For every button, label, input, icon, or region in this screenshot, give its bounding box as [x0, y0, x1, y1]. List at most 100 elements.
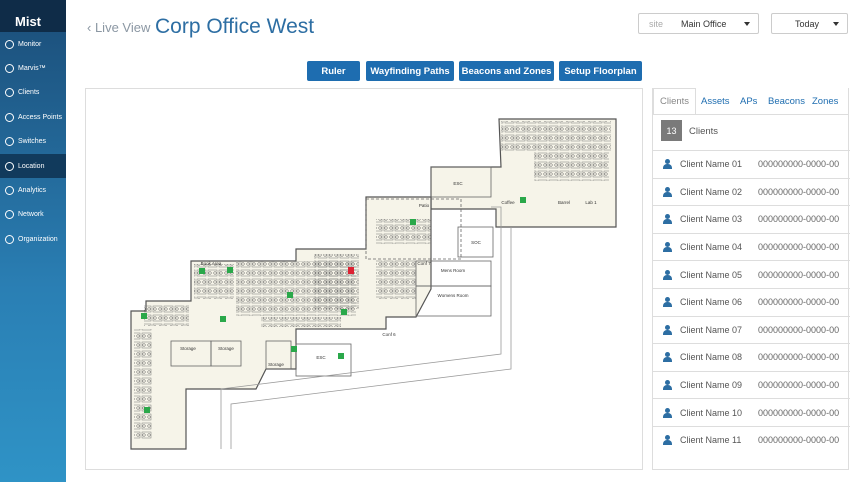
side-panel: Clients Assets APs Beacons Zones 13 Clients …	[652, 88, 850, 470]
nav-label[interactable]: Analytics	[18, 187, 47, 195]
toolbar-button[interactable]: Ruler	[307, 61, 360, 81]
page-title: Corp Office West	[155, 15, 315, 38]
client-icon	[663, 242, 672, 253]
room-label: Conf 6	[382, 332, 396, 337]
client-id: 000000000-0000-00	[758, 159, 840, 170]
room-label: ESC	[453, 181, 463, 186]
nav-item[interactable]: Network	[0, 203, 66, 227]
rooms	[170, 166, 512, 449]
nav-label[interactable]: Monitor	[18, 40, 42, 48]
nav-label[interactable]: Organization	[18, 235, 58, 243]
room-label: Storage	[180, 346, 196, 351]
client-row[interactable]: Client Name 01 000000000-0000-00	[653, 150, 850, 178]
nav-label[interactable]: Switches	[18, 138, 47, 146]
room-label: Womens Room	[438, 293, 469, 298]
room-label: Coffee	[501, 200, 515, 205]
back-label[interactable]: Live View	[94, 20, 151, 35]
toolbar-button[interactable]: Wayfinding Paths	[366, 61, 454, 81]
room-label: Lab 1	[585, 200, 597, 205]
icon-head	[665, 159, 670, 165]
tab[interactable]: Beacons	[768, 95, 805, 107]
nav-label[interactable]: Access Points	[18, 113, 62, 121]
tab[interactable]: Zones	[812, 95, 839, 107]
client-name[interactable]: Client Name 06	[680, 297, 743, 308]
toolbar-button[interactable]: Setup Floorplan	[559, 61, 642, 81]
client-row[interactable]: Client Name 02 000000000-0000-00	[653, 177, 850, 206]
back-link[interactable]: ‹ Live View	[87, 20, 151, 35]
nav-icon	[5, 210, 14, 220]
client-name[interactable]: Client Name 10	[680, 407, 743, 418]
nav-icon	[5, 88, 14, 98]
nav-item[interactable]: Access Points	[0, 105, 66, 129]
icon-body	[663, 329, 672, 335]
site-dropdown[interactable]: site Main Office	[638, 13, 759, 34]
nav-label[interactable]: Network	[18, 211, 44, 219]
client-name[interactable]: Client Name 11	[680, 435, 742, 446]
date-dropdown[interactable]: Today	[771, 13, 848, 34]
room-label: Patio	[419, 203, 430, 208]
client-icon	[663, 186, 672, 197]
icon-body	[663, 385, 672, 391]
toolbar-button[interactable]: Beacons and Zones	[459, 61, 554, 81]
icon-head	[665, 380, 670, 386]
client-icon	[663, 407, 672, 418]
tab[interactable]: Clients	[653, 88, 697, 114]
client-row[interactable]: Client Name 04 000000000-0000-00	[653, 232, 850, 261]
nav-icon	[5, 161, 14, 171]
client-row[interactable]: Client Name 03 000000000-0000-00	[653, 205, 850, 233]
client-row[interactable]: Client Name 07 000000000-0000-00	[653, 315, 850, 344]
client-name[interactable]: Client Name 05	[680, 269, 743, 280]
room-label: Book Area	[201, 261, 222, 266]
tab-divider	[653, 114, 848, 115]
client-row[interactable]: Client Name 11 000000000-0000-00	[653, 426, 850, 454]
client-icon	[663, 269, 672, 280]
client-name[interactable]: Client Name 09	[680, 380, 743, 391]
logo: Mist	[0, 0, 66, 32]
client-icon	[663, 214, 672, 225]
tab[interactable]: APs	[740, 95, 758, 107]
client-name[interactable]: Client Name 04	[680, 242, 743, 253]
nav-item[interactable]: Marvis™	[0, 56, 66, 80]
icon-head	[665, 186, 670, 192]
client-name[interactable]: Client Name 01	[680, 159, 743, 170]
client-row[interactable]: Client Name 08 000000000-0000-00	[653, 343, 850, 371]
ap-markers	[141, 197, 526, 413]
room-label: Storage	[218, 346, 234, 351]
client-row[interactable]: Client Name 09 000000000-0000-00	[653, 370, 850, 399]
client-row[interactable]: Client Name 06 000000000-0000-00	[653, 288, 850, 316]
client-name[interactable]: Client Name 07	[680, 324, 743, 335]
client-icon	[663, 324, 672, 335]
nav-item[interactable]: Analytics	[0, 178, 66, 202]
count-label: Clients	[689, 126, 719, 137]
nav-item[interactable]: Clients	[0, 81, 66, 105]
client-id: 000000000-0000-00	[758, 352, 840, 363]
icon-head	[665, 214, 670, 220]
date-value: Today	[795, 18, 820, 29]
client-name[interactable]: Client Name 08	[680, 352, 743, 363]
nav-icon	[5, 186, 14, 196]
client-row[interactable]: Client Name 10 000000000-0000-00	[653, 398, 850, 426]
floorplan: ESC Patio SOC Coffee Mens Room Womens Ro…	[130, 118, 617, 450]
site-label: site	[649, 18, 664, 29]
nav-label[interactable]: Location	[18, 162, 45, 170]
client-row[interactable]: Client Name 05 000000000-0000-00	[653, 260, 850, 288]
icon-body	[663, 274, 672, 280]
nav-item[interactable]: Location	[0, 153, 66, 179]
nav-label[interactable]: Clients	[18, 89, 40, 97]
client-id: 000000000-0000-00	[758, 380, 840, 391]
client-name[interactable]: Client Name 03	[680, 214, 743, 225]
icon-body	[663, 191, 672, 197]
icon-body	[663, 357, 672, 363]
nav-item[interactable]: Organization	[0, 227, 66, 251]
icon-head	[665, 297, 670, 303]
nav-icon	[5, 39, 14, 49]
nav-item[interactable]: Monitor	[0, 32, 66, 56]
client-id: 000000000-0000-00	[758, 214, 840, 225]
nav-item[interactable]: Switches	[0, 130, 66, 154]
nav-label[interactable]: Marvis™	[18, 65, 46, 73]
client-name[interactable]: Client Name 02	[680, 186, 743, 197]
tab[interactable]: Assets	[701, 95, 730, 107]
nav-icon	[5, 137, 14, 147]
client-id: 000000000-0000-00	[758, 242, 840, 253]
client-id: 000000000-0000-00	[758, 407, 840, 418]
